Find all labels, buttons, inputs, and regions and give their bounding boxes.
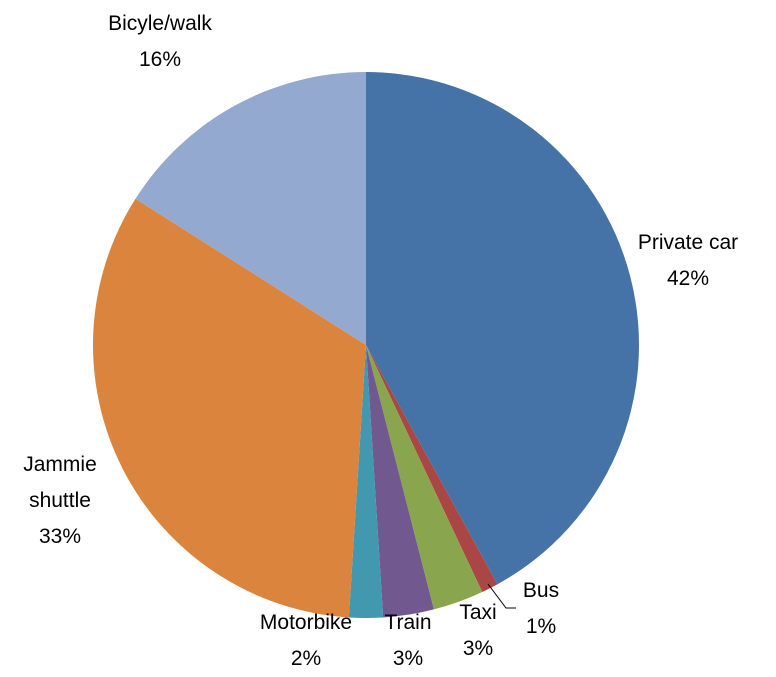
category-label: Motorbike (259, 611, 353, 634)
leader-line (487, 583, 516, 609)
pie-slice (366, 345, 434, 618)
category-label: Bicyle/walk (108, 12, 212, 35)
pie-slice (366, 345, 483, 610)
slices (93, 71, 639, 618)
slice-label: Bicyle/walk 16% (108, 6, 212, 78)
category-label: Train (384, 611, 432, 634)
pie-slice (135, 71, 366, 345)
slice-label: Train 3% (384, 605, 431, 677)
value-label: 33% (38, 525, 82, 548)
value-label: 2% (290, 647, 322, 670)
category-label: Jammie shuttle (23, 453, 97, 512)
slice-label: Bus 1% (523, 573, 559, 645)
pie-slice (366, 345, 498, 593)
value-label: 16% (138, 48, 182, 71)
pie-slice (348, 345, 384, 618)
slice-label: Taxi 3% (459, 595, 496, 667)
category-label: Taxi (459, 601, 497, 624)
slice-label: Private car 42% (638, 225, 738, 297)
slice-label: Motorbike 2% (260, 605, 352, 677)
value-label: 42% (666, 267, 710, 290)
value-label: 3% (392, 647, 424, 670)
category-label: Private car (637, 231, 739, 254)
value-label: 3% (462, 637, 494, 660)
value-label: 1% (525, 615, 557, 638)
pie-slice (93, 198, 366, 618)
pie-slice (366, 72, 639, 585)
category-label: Bus (522, 579, 560, 602)
slice-label: Jammie shuttle 33% (15, 447, 105, 555)
